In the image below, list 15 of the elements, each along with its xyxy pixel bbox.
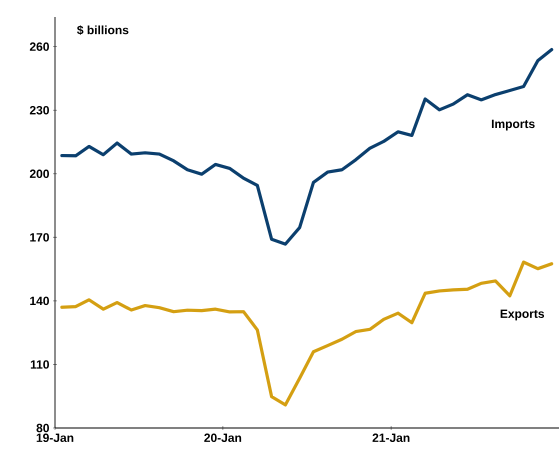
y-tick-label: 170 [30,233,49,242]
series-label: Exports [500,310,544,320]
y-tick-label: 140 [30,296,49,306]
y-tick-label: 110 [30,360,49,369]
line-series [60,260,554,407]
x-tick-label: 21-Jan [372,434,410,442]
y-axis-title: $ billions [77,25,128,36]
y-tick-label: 230 [30,106,49,114]
y-tick-label: 260 [30,42,49,51]
line-series [60,48,554,246]
y-tick-label: 200 [30,170,49,178]
x-tick-label: 20-Jan [204,434,242,442]
x-tick-label: 19-Jan [36,434,74,442]
series-label: Imports [492,120,535,130]
y-tick-label: 80 [36,424,49,432]
